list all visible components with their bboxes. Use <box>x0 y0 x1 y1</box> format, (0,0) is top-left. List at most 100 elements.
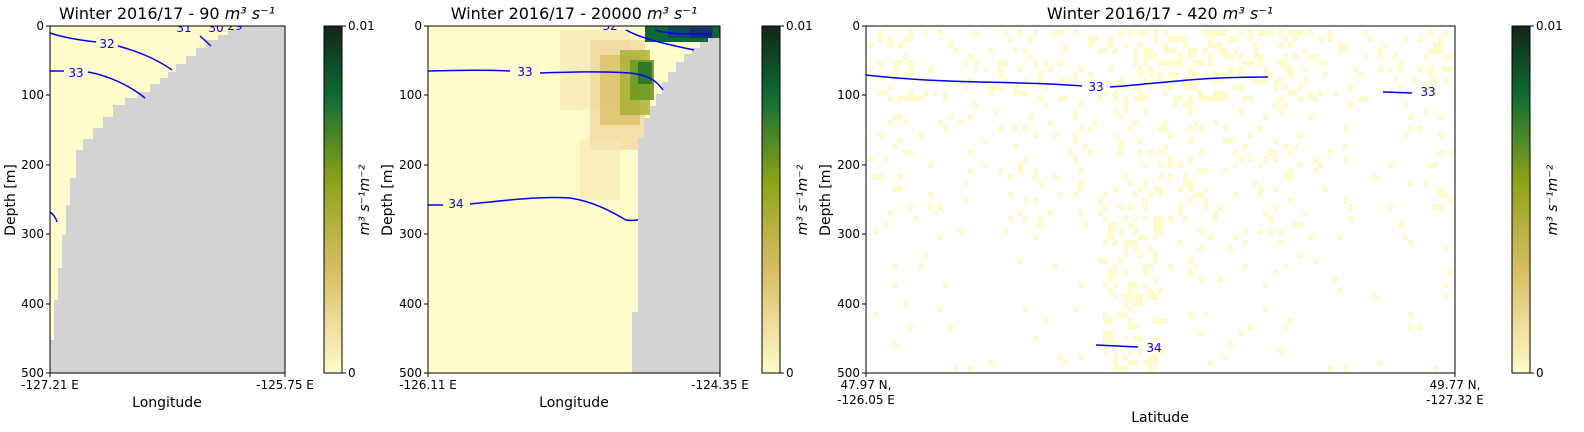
transport-cell <box>1013 126 1018 132</box>
transport-cell <box>1238 66 1243 72</box>
panel-3-xtick-right: 49.77 N, -127.32 E <box>1426 378 1484 407</box>
transport-cell <box>1143 60 1148 66</box>
transport-cell <box>1113 132 1118 138</box>
transport-cell <box>1243 228 1248 234</box>
transport-cell <box>1333 90 1338 96</box>
transport-cell <box>1298 84 1303 90</box>
transport-cell <box>1153 252 1158 258</box>
transport-cell <box>1078 186 1083 192</box>
transport-cell <box>1408 114 1413 120</box>
transport-cell <box>1053 30 1058 36</box>
transport-cell <box>1273 138 1278 144</box>
transport-cell <box>1033 336 1038 342</box>
transport-cell <box>1413 78 1418 84</box>
transport-cell <box>1128 294 1133 300</box>
transport-cell <box>1058 60 1063 66</box>
transport-cell <box>988 48 993 54</box>
transport-cell <box>1158 228 1163 234</box>
transport-cell <box>893 114 898 120</box>
transport-cell <box>1003 60 1008 66</box>
transport-cell <box>1103 204 1108 210</box>
panel-1-contour-32b <box>117 45 173 71</box>
transport-cell <box>1108 42 1113 48</box>
transport-cell <box>1428 84 1433 90</box>
panel-3-ytick-0: 0 <box>852 19 860 33</box>
transport-cell <box>1218 276 1223 282</box>
panel-2-frame <box>427 25 721 374</box>
transport-cell <box>1208 54 1213 60</box>
transport-cell <box>1378 54 1383 60</box>
transport-cell <box>1128 30 1133 36</box>
transport-cell <box>1138 96 1143 102</box>
transport-cell <box>1338 234 1343 240</box>
transport-cell <box>973 30 978 36</box>
transport-cell <box>1123 84 1128 90</box>
transport-cell <box>968 54 973 60</box>
transport-cell <box>1183 102 1188 108</box>
transport-cell <box>1308 114 1313 120</box>
transport-cell <box>1153 36 1158 42</box>
transport-cell <box>993 84 998 90</box>
transport-cell <box>1318 36 1323 42</box>
transport-cell <box>1178 60 1183 66</box>
panel-1-contour-label-33: 33 <box>68 66 83 80</box>
transport-cell <box>868 42 873 48</box>
transport-cell <box>1288 72 1293 78</box>
panel-2-contour-label-33: 33 <box>517 65 532 79</box>
panel-2: Winter 2016/17 - 20000 m³ s⁻¹ <box>380 4 813 411</box>
transport-cell <box>1438 114 1443 120</box>
panel-1-cbar-tick-min: 0 <box>348 366 356 380</box>
transport-cell <box>1308 30 1313 36</box>
transport-cell <box>1183 84 1188 90</box>
transport-cell <box>1138 72 1143 78</box>
transport-cell <box>1258 126 1263 132</box>
transport-cell <box>938 204 943 210</box>
transport-cell <box>1213 42 1218 48</box>
transport-cell <box>1228 138 1233 144</box>
transport-cell <box>1188 96 1193 102</box>
transport-cell <box>1113 366 1118 372</box>
transport-cell <box>1258 54 1263 60</box>
transport-cell <box>948 324 953 330</box>
transport-cell <box>1383 90 1388 96</box>
transport-cell <box>1373 294 1378 300</box>
transport-cell <box>893 264 898 270</box>
transport-cell <box>1113 294 1118 300</box>
transport-cell <box>1123 108 1128 114</box>
transport-cell <box>1198 60 1203 66</box>
transport-cell <box>1223 168 1228 174</box>
transport-cell <box>1133 300 1138 306</box>
panel-3-plot: 33 33 34 <box>866 26 1455 373</box>
transport-cell <box>1223 354 1228 360</box>
transport-cell <box>1113 48 1118 54</box>
transport-cell <box>1408 180 1413 186</box>
transport-cell <box>1398 84 1403 90</box>
transport-cell <box>1048 120 1053 126</box>
panel-2-contour-label-32: 32 <box>602 19 617 33</box>
transport-cell <box>1343 126 1348 132</box>
transport-cell <box>1288 318 1293 324</box>
transport-cell <box>1098 48 1103 54</box>
panel-1-xticks: -127.21 E -125.75 E <box>21 373 314 392</box>
transport-cell <box>1028 54 1033 60</box>
transport-cell <box>1278 42 1283 48</box>
panel-3-ytick-100: 100 <box>837 88 860 102</box>
transport-cell <box>1073 138 1078 144</box>
transport-cell <box>1158 78 1163 84</box>
transport-cell <box>1013 144 1018 150</box>
transport-cell <box>1253 78 1258 84</box>
transport-cell <box>1383 42 1388 48</box>
transport-cell <box>1258 192 1263 198</box>
panel-1-contour-label-30: 30 <box>208 21 223 35</box>
transport-cell <box>1153 276 1158 282</box>
transport-cell <box>1113 360 1118 366</box>
transport-cell <box>1388 162 1393 168</box>
transport-cell <box>1043 84 1048 90</box>
transport-cell <box>1438 186 1443 192</box>
panel-3-ytick-500: 500 <box>837 366 860 380</box>
transport-cell <box>1218 48 1223 54</box>
panel-1-ytick-200: 200 <box>21 158 44 172</box>
transport-cell <box>1103 348 1108 354</box>
transport-cell <box>1263 72 1268 78</box>
panel-3-cbar-label: m³ s⁻¹m⁻² <box>1545 164 1561 235</box>
